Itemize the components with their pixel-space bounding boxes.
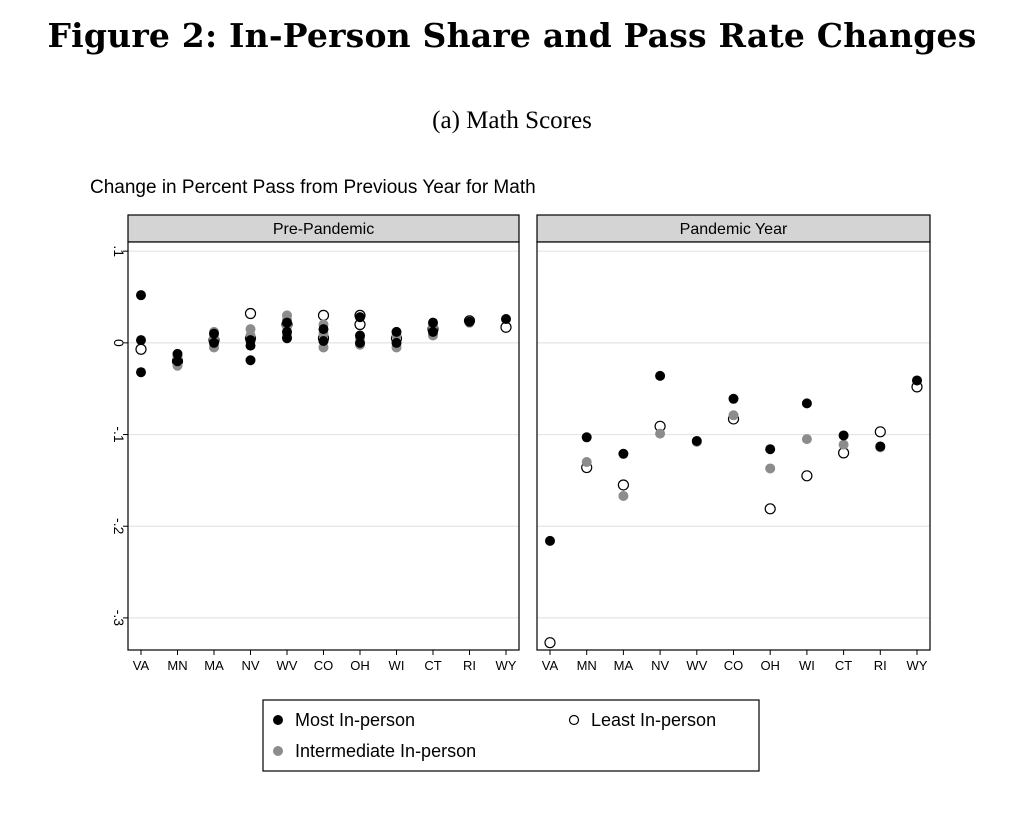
x-tick-label: CO — [724, 658, 744, 673]
point-most — [172, 348, 183, 359]
point-least — [801, 470, 813, 482]
legend-label-intermediate: Intermediate In-person — [295, 741, 476, 761]
point-most — [545, 535, 555, 546]
x-tick-label: CO — [314, 658, 334, 673]
x-tick-label: WI — [389, 658, 405, 673]
point-most — [172, 356, 183, 367]
x-tick-label: MN — [167, 658, 187, 673]
point-most — [245, 340, 256, 351]
strip-label: Pandemic Year — [680, 221, 788, 238]
point-most — [318, 324, 329, 335]
point-most — [912, 375, 922, 386]
x-tick-label: VA — [133, 658, 150, 673]
point-most — [728, 393, 739, 404]
strip-label: Pre-Pandemic — [273, 221, 374, 238]
point-most — [691, 435, 702, 446]
figure-subtitle: (a) Math Scores — [432, 107, 592, 134]
point-most — [391, 337, 402, 348]
point-most — [391, 326, 402, 337]
y-tick-label: 0 — [111, 339, 127, 347]
point-most — [501, 314, 511, 325]
point-most — [245, 355, 256, 366]
point-most — [428, 326, 438, 337]
point-most — [655, 370, 666, 381]
point-least — [135, 343, 147, 355]
x-tick-label: MA — [204, 658, 224, 673]
x-tick-label: OH — [350, 658, 370, 673]
point-least — [617, 479, 630, 491]
point-most — [875, 441, 886, 452]
point-intermediate — [581, 457, 592, 468]
plot-area — [128, 242, 519, 650]
point-most — [355, 312, 365, 323]
point-most — [355, 330, 365, 341]
chart-panels: Pre-Pandemic .1 0 -.1 -.2 -.3 VA MN MA NV WV CO OH WI… — [111, 214, 931, 673]
x-tick-label: OH — [760, 658, 780, 673]
point-most — [581, 432, 592, 443]
x-tick-label: WY — [496, 658, 517, 673]
x-tick-label: RI — [463, 658, 476, 673]
point-most — [618, 448, 629, 459]
x-tick-label: WI — [799, 658, 815, 673]
x-tick-label: WY — [907, 658, 928, 673]
x-tick-label: WV — [277, 658, 298, 673]
y-tick-label: -.1 — [111, 426, 127, 443]
point-most — [136, 367, 146, 378]
point-most — [838, 430, 849, 441]
point-intermediate — [618, 490, 629, 501]
point-intermediate — [801, 434, 812, 445]
strip-header — [536, 214, 931, 243]
point-least — [317, 309, 330, 321]
y-tick-label: .1 — [111, 245, 127, 257]
point-most — [801, 398, 812, 409]
x-tick-label: MN — [577, 658, 597, 673]
x-tick-label: CT — [424, 658, 441, 673]
point-least — [544, 637, 556, 649]
y-tick-label: -.3 — [111, 610, 127, 627]
point-most — [765, 444, 776, 455]
x-tick-label: MA — [614, 658, 634, 673]
legend-label-most: Most In-person — [295, 710, 415, 730]
point-most — [136, 335, 146, 346]
point-intermediate — [655, 428, 666, 439]
legend-marker-most — [273, 715, 283, 725]
legend-marker-intermediate — [273, 746, 283, 756]
point-intermediate — [728, 410, 739, 421]
legend-marker-least — [568, 714, 580, 726]
point-most — [282, 333, 292, 344]
point-intermediate — [765, 463, 776, 474]
figure-title: Figure 2: In-Person Share and Pass Rate … — [47, 16, 977, 55]
x-tick-label: VA — [542, 658, 559, 673]
y-tick-label: -.2 — [111, 518, 127, 535]
chart-title: Change in Percent Pass from Previous Yea… — [90, 177, 536, 198]
x-tick-label: NV — [241, 658, 259, 673]
x-tick-label: NV — [651, 658, 669, 673]
legend-label-least: Least In-person — [591, 710, 716, 730]
x-tick-label: WV — [686, 658, 707, 673]
point-most — [464, 316, 475, 327]
panel-pandemic-year: Pandemic Year VA MN MA NV WV CO OH WI CT RI WY — [536, 214, 931, 673]
point-most — [136, 290, 146, 301]
point-least — [244, 307, 257, 320]
point-intermediate — [838, 439, 849, 450]
point-most — [355, 337, 365, 348]
point-most — [209, 328, 219, 339]
point-least — [764, 503, 776, 515]
point-most — [282, 317, 292, 328]
point-least — [874, 426, 886, 438]
point-most — [209, 337, 219, 348]
plot-area — [537, 242, 930, 650]
point-most — [428, 317, 438, 328]
point-most — [318, 336, 329, 347]
x-tick-label: CT — [835, 658, 852, 673]
legend: Most In-person Least In-person Intermediat… — [262, 699, 760, 772]
panel-pre-pandemic: Pre-Pandemic .1 0 -.1 -.2 -.3 VA MN MA NV WV CO OH WI… — [111, 214, 520, 673]
x-tick-label: RI — [874, 658, 887, 673]
legend-box — [262, 699, 760, 772]
